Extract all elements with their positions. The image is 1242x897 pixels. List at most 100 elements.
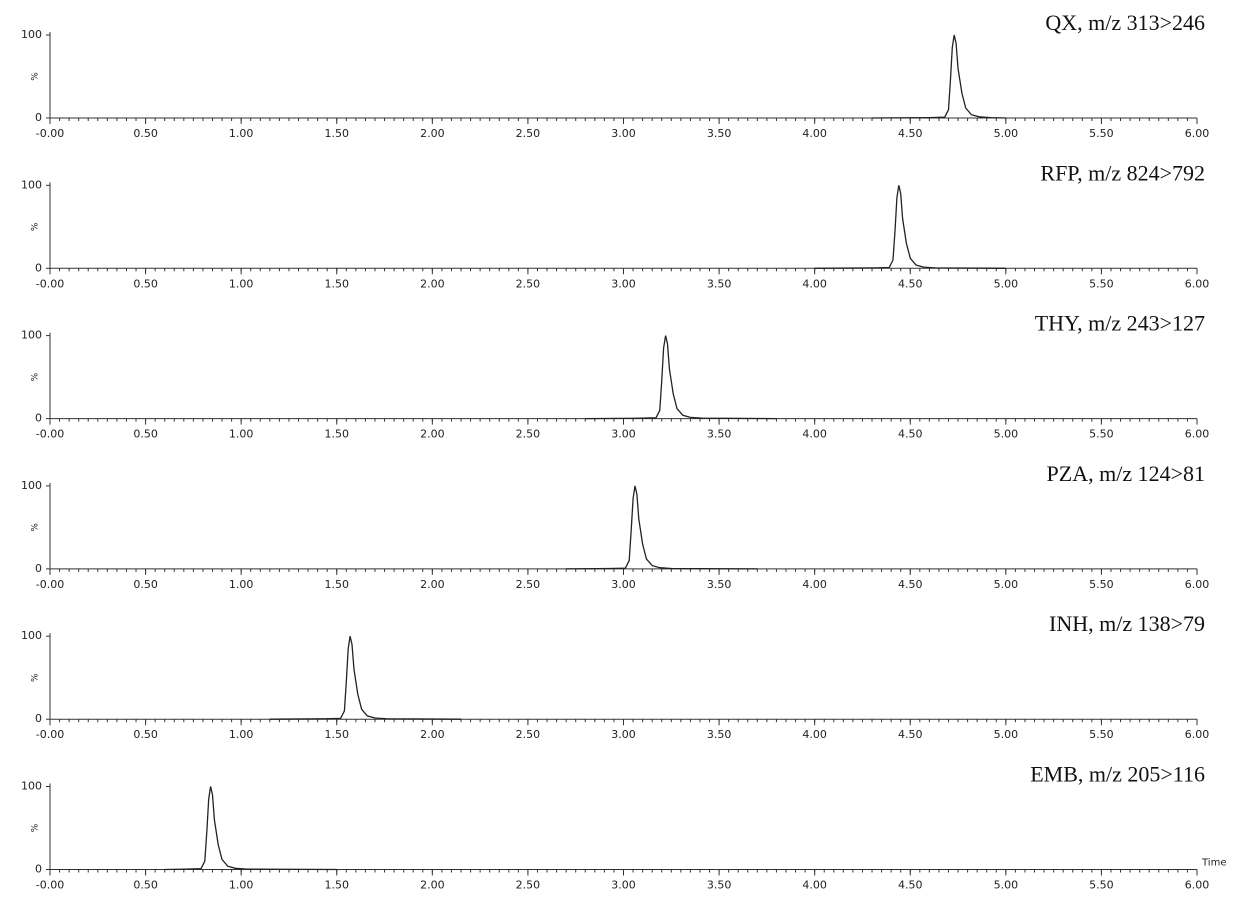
x-tick-label: 2.00 [420,728,445,741]
y-axis-label: % [31,222,41,231]
x-tick-label: 4.00 [802,578,827,591]
y-tick-label: 0 [35,562,42,575]
x-tick-label: 2.00 [420,428,445,441]
x-tick-label: 4.00 [802,428,827,441]
x-tick-label: 5.50 [1089,127,1114,140]
x-tick-label: 5.00 [994,879,1019,892]
y-tick-label: 100 [21,178,42,191]
x-tick-label: 3.50 [707,578,732,591]
x-tick-label: 1.50 [325,428,350,441]
x-tick-label: 2.00 [420,277,445,290]
x-tick-label: 1.00 [229,578,254,591]
x-tick-label: 6.00 [1185,428,1210,441]
x-tick-label: -0.00 [36,578,64,591]
x-tick-label: 1.00 [229,879,254,892]
x-tick-label: 4.50 [898,277,923,290]
y-axis-label: % [31,72,41,81]
y-tick-label: 0 [35,111,42,124]
x-tick-label: 5.50 [1089,879,1114,892]
x-tick-label: 4.50 [898,728,923,741]
x-tick-label: 3.50 [707,428,732,441]
x-tick-label: 3.00 [611,728,636,741]
y-tick-label: 100 [21,629,42,642]
x-tick-label: 6.00 [1185,127,1210,140]
x-tick-label: 1.00 [229,127,254,140]
x-tick-label: 5.00 [994,277,1019,290]
chromatogram-trace [164,786,337,871]
y-axis-label: % [31,372,41,381]
x-tick-label: 5.50 [1089,578,1114,591]
panel-title: THY, m/z 243>127 [1035,311,1205,336]
x-tick-label: 0.50 [133,277,158,290]
x-tick-label: 4.00 [802,728,827,741]
x-tick-label: 2.00 [420,578,445,591]
x-tick-label: 1.50 [325,277,350,290]
panel-title: EMB, m/z 205>116 [1030,762,1205,787]
x-tick-label: 2.50 [516,127,541,140]
x-tick-label: 0.50 [133,728,158,741]
x-tick-label: 0.50 [133,578,158,591]
x-tick-label: 5.00 [994,578,1019,591]
chromatogram-trace [814,185,1006,269]
x-tick-label: 2.50 [516,277,541,290]
y-tick-label: 100 [21,28,42,41]
x-tick-label: 5.50 [1089,728,1114,741]
x-tick-label: -0.00 [36,277,64,290]
y-tick-label: 100 [21,329,42,342]
x-tick-label: -0.00 [36,127,64,140]
x-tick-label: 2.50 [516,728,541,741]
x-tick-label: -0.00 [36,428,64,441]
x-tick-label: 2.00 [420,879,445,892]
x-tick-label: 1.50 [325,127,350,140]
x-tick-label: 3.00 [611,127,636,140]
x-tick-label: 2.50 [516,578,541,591]
y-axis-label: % [31,823,41,832]
y-tick-label: 100 [21,479,42,492]
x-tick-label: 3.00 [611,428,636,441]
y-tick-label: 0 [35,712,42,725]
x-tick-label: 2.00 [420,127,445,140]
x-tick-label: 4.50 [898,879,923,892]
x-tick-label: 1.50 [325,728,350,741]
x-tick-label: 2.50 [516,879,541,892]
panel-title: QX, m/z 313>246 [1045,10,1205,35]
x-tick-label: 0.50 [133,428,158,441]
y-tick-label: 100 [21,780,42,793]
x-tick-label: 4.50 [898,127,923,140]
x-tick-label: -0.00 [36,728,64,741]
x-tick-label: 6.00 [1185,728,1210,741]
x-tick-label: 0.50 [133,127,158,140]
y-tick-label: 0 [35,412,42,425]
x-tick-label: 3.50 [707,127,732,140]
x-tick-label: 4.50 [898,428,923,441]
x-tick-label: 1.50 [325,578,350,591]
x-tick-label: 3.50 [707,277,732,290]
x-tick-label: 4.00 [802,879,827,892]
x-tick-label: 5.50 [1089,428,1114,441]
x-tick-label: 0.50 [133,879,158,892]
panel-title: INH, m/z 138>79 [1049,611,1205,636]
x-tick-label: 5.00 [994,728,1019,741]
x-tick-label: 3.00 [611,879,636,892]
x-tick-label: 1.00 [229,277,254,290]
x-tick-label: 6.00 [1185,578,1210,591]
x-tick-label: 2.50 [516,428,541,441]
x-tick-label: 1.00 [229,428,254,441]
x-tick-label: 4.50 [898,578,923,591]
chromatogram-trace [585,335,777,420]
x-tick-label: 5.50 [1089,277,1114,290]
x-tick-label: 3.50 [707,728,732,741]
chromatogram-trace [871,34,1006,119]
x-tick-label: 1.00 [229,728,254,741]
chromatogram-trace [566,485,758,570]
x-tick-label: 6.00 [1185,277,1210,290]
x-tick-label: 3.00 [611,578,636,591]
y-tick-label: 0 [35,261,42,274]
y-axis-label: % [31,523,41,532]
x-axis-label: Time [1201,858,1226,869]
x-tick-label: 5.00 [994,127,1019,140]
x-tick-label: 4.00 [802,277,827,290]
x-tick-label: 1.50 [325,879,350,892]
panel-title: PZA, m/z 124>81 [1047,461,1205,486]
